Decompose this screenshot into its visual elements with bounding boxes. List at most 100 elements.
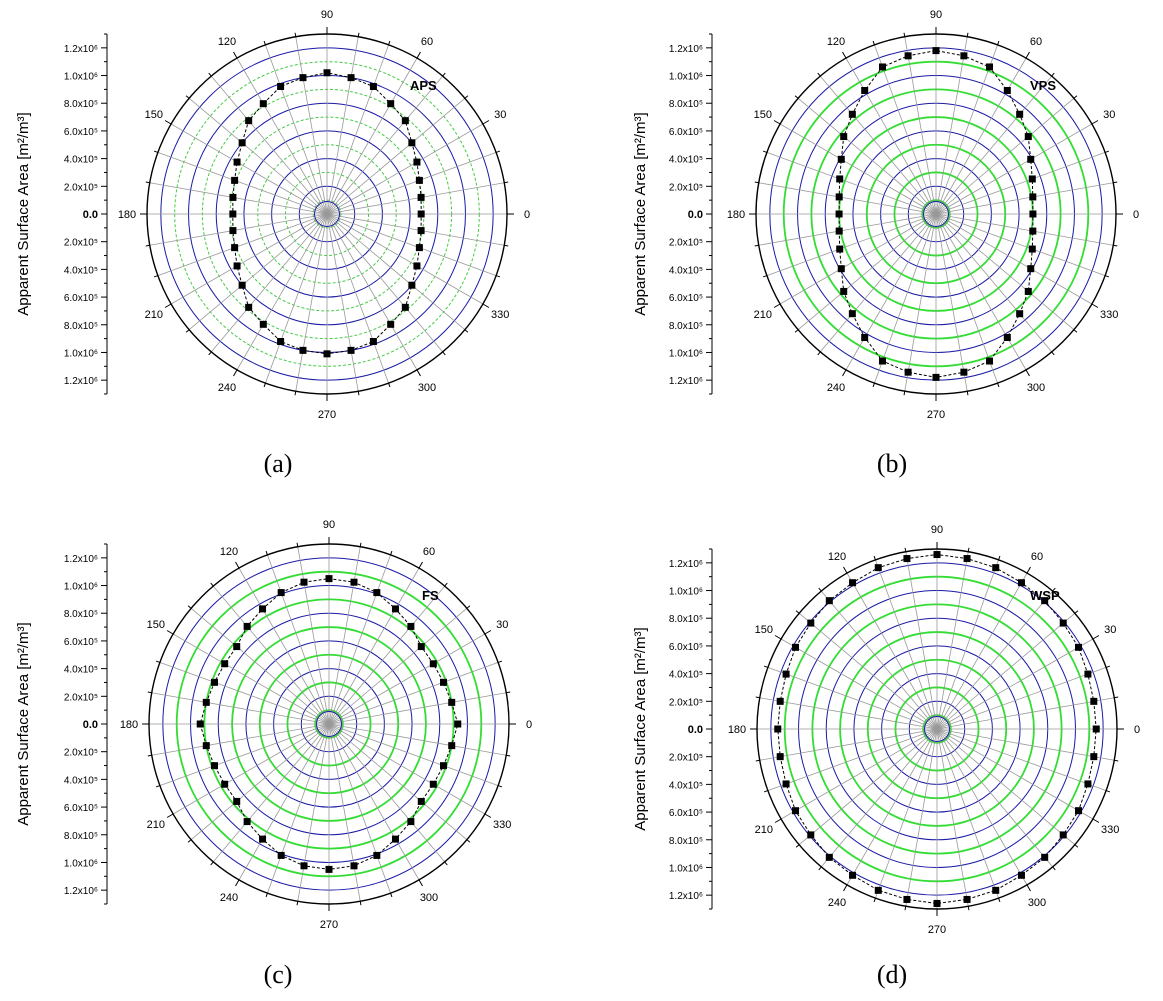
- angle-label-210: 210: [755, 824, 773, 836]
- data-point: [325, 865, 333, 873]
- angular-tick: [164, 303, 172, 308]
- data-point: [1090, 753, 1098, 761]
- spoke: [935, 75, 1053, 215]
- angular-tick: [903, 391, 906, 396]
- data-point: [350, 578, 358, 586]
- angular-tick: [416, 369, 421, 377]
- angular-tick: [1073, 329, 1078, 333]
- spoke: [819, 75, 937, 215]
- angular-tick: [1025, 369, 1030, 377]
- radial-tick-label: 4.0x10⁵: [64, 665, 98, 676]
- data-point: [1024, 287, 1032, 295]
- angular-tick: [774, 635, 782, 640]
- angular-tick: [998, 555, 1001, 561]
- data-point: [221, 660, 229, 668]
- data-point: [986, 357, 994, 365]
- angle-label-0: 0: [1133, 209, 1139, 221]
- angular-tick: [416, 51, 421, 59]
- data-points: [774, 551, 1100, 907]
- data-point: [849, 579, 857, 587]
- spoke: [766, 213, 937, 276]
- spoke: [935, 213, 1106, 276]
- angular-tick: [506, 754, 511, 757]
- angular-tick: [147, 691, 152, 694]
- radial-tick-label: 1.0x10⁶: [669, 587, 703, 598]
- angular-tick: [795, 610, 800, 614]
- angular-tick: [1113, 181, 1118, 184]
- angle-label-270: 270: [927, 409, 945, 421]
- angular-tick: [153, 150, 159, 153]
- spoke: [936, 559, 999, 730]
- spoke: [935, 213, 968, 392]
- spoke: [905, 551, 938, 730]
- radial-tick-label: 2.0x10⁵: [669, 753, 703, 764]
- data-point: [878, 357, 886, 365]
- spoke: [295, 213, 328, 392]
- radial-tick-label: 2.0x10⁵: [64, 748, 98, 759]
- angle-label-270: 270: [320, 919, 338, 931]
- spoke: [935, 213, 1114, 246]
- data-point: [350, 862, 358, 870]
- angular-tick: [843, 566, 848, 574]
- center-ring: [924, 716, 950, 742]
- data-point: [1074, 807, 1082, 815]
- polar-chart-c: 03060901201501802102402703003301.2x10⁶1.…: [15, 519, 532, 931]
- spoke: [212, 723, 330, 863]
- angular-tick: [444, 582, 448, 587]
- angular-tick: [966, 391, 969, 396]
- spoke: [935, 213, 1093, 305]
- data-point: [277, 338, 285, 346]
- spoke: [328, 585, 446, 725]
- data-point: [825, 853, 833, 861]
- data-point: [448, 742, 456, 750]
- data-point: [413, 262, 421, 270]
- spoke: [326, 213, 418, 371]
- angular-tick: [482, 303, 490, 308]
- radial-tick-label: 8.0x10⁵: [64, 609, 98, 620]
- spoke: [936, 612, 1076, 730]
- data-point: [417, 797, 425, 805]
- angular-tick: [444, 861, 448, 866]
- spoke: [236, 57, 328, 215]
- spoke: [797, 97, 937, 215]
- spoke: [326, 44, 389, 215]
- spoke: [758, 213, 937, 246]
- spoke: [819, 213, 937, 353]
- angular-tick: [504, 181, 509, 184]
- data-point: [1017, 579, 1025, 587]
- data-point: [1090, 697, 1098, 705]
- spoke: [328, 723, 420, 881]
- angular-tick: [388, 382, 391, 388]
- angular-tick: [1026, 884, 1031, 892]
- data-point: [774, 725, 782, 733]
- angular-tick: [967, 547, 970, 552]
- angular-tick: [418, 561, 423, 569]
- angle-label-0: 0: [524, 209, 530, 221]
- data-point: [417, 227, 425, 235]
- angular-tick: [904, 906, 907, 911]
- data-point: [373, 851, 381, 859]
- data-point: [836, 245, 844, 253]
- angle-label-30: 30: [1104, 624, 1116, 636]
- spoke: [170, 213, 328, 305]
- polar-chart-d: 03060901201501802102402703003301.2x10⁶1.…: [632, 524, 1140, 936]
- spoke: [297, 546, 330, 725]
- angular-tick: [233, 51, 238, 59]
- data-point: [904, 368, 912, 376]
- data-point: [347, 74, 355, 82]
- data-point: [837, 155, 845, 163]
- spoke: [904, 213, 937, 392]
- data-point: [417, 193, 425, 201]
- angle-label-180: 180: [118, 209, 136, 221]
- data-point: [933, 551, 941, 559]
- data-point: [1016, 310, 1024, 318]
- angular-tick: [210, 861, 214, 866]
- angular-tick: [464, 95, 469, 99]
- spoke: [326, 75, 444, 215]
- angular-tick: [442, 351, 446, 356]
- radial-axis: 1.2x10⁶ 1.0x10⁶ 8.0x10⁵ 6.0x10⁵ 4.0x10⁵ 2.0x1…: [669, 548, 713, 910]
- angle-label-300: 300: [1028, 897, 1046, 909]
- panel-d: 0 30 60 90 120 150 180 210 240 270 300 330 1.2x10⁶ 1.…: [610, 510, 1163, 989]
- radial-tick-label: 0.0: [688, 724, 703, 736]
- angular-tick: [1114, 759, 1119, 762]
